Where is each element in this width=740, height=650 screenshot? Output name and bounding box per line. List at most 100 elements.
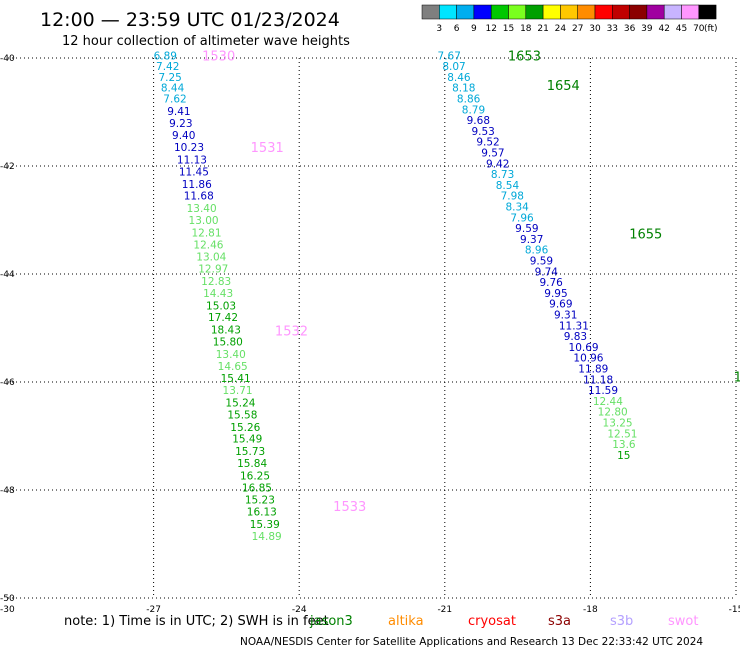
swh-value: 14.65 bbox=[218, 361, 248, 373]
y-tick-label: -50 bbox=[0, 594, 15, 604]
swh-value: 6.89 bbox=[154, 50, 177, 62]
swh-value: 10.96 bbox=[573, 353, 603, 365]
swh-value: 15.24 bbox=[225, 398, 255, 410]
colorbar-swatch bbox=[612, 4, 630, 20]
swh-value: 7.62 bbox=[163, 94, 186, 106]
colorbar-label: 70 bbox=[693, 24, 705, 34]
swh-value: 9.52 bbox=[476, 137, 499, 149]
swh-value: 11.31 bbox=[559, 320, 589, 332]
wave-height-values: 6.897.427.258.447.629.419.239.4010.2311.… bbox=[154, 50, 638, 543]
colorbar-label: 33 bbox=[607, 24, 618, 34]
colorbar-label: 36 bbox=[624, 24, 636, 34]
x-tick-label: -21 bbox=[437, 605, 452, 615]
swh-value: 8.44 bbox=[161, 83, 185, 95]
pass-labels: 1530 1531 1532 1533 1653 1654 1655 1 bbox=[202, 49, 740, 515]
colorbar-label: 45 bbox=[676, 24, 687, 34]
swh-value: 7.42 bbox=[156, 61, 179, 73]
swh-value: 16.13 bbox=[247, 507, 277, 519]
colorbar-swatch bbox=[542, 4, 561, 20]
grid bbox=[8, 57, 737, 599]
colorbar-swatch bbox=[421, 4, 440, 20]
colorbar-label: 15 bbox=[503, 24, 514, 34]
swh-value: 9.59 bbox=[530, 256, 553, 268]
swh-value: 9.23 bbox=[169, 118, 192, 130]
swh-value: 10.23 bbox=[174, 142, 204, 154]
swh-value: 14.89 bbox=[252, 531, 282, 543]
swh-value: 8.46 bbox=[447, 72, 471, 84]
swh-value: 13.71 bbox=[223, 385, 253, 397]
colorbar-swatch bbox=[594, 4, 613, 20]
swh-value: 12.81 bbox=[191, 227, 221, 239]
pass-label: 1 bbox=[734, 371, 740, 386]
swh-value: 9.41 bbox=[167, 106, 190, 118]
swh-value: 15.03 bbox=[206, 300, 236, 312]
swh-value: 15 bbox=[617, 450, 630, 462]
chart-subtitle: 12 hour collection of altimeter wave hei… bbox=[62, 34, 350, 49]
swh-value: 9.31 bbox=[554, 310, 577, 322]
colorbar-unit: (ft) bbox=[704, 24, 718, 34]
swh-value: 11.13 bbox=[177, 155, 207, 167]
pass-label: 1653 bbox=[508, 49, 541, 64]
swh-value: 11.45 bbox=[179, 166, 209, 178]
swh-value: 7.25 bbox=[158, 72, 181, 84]
footer-text: NOAA/NESDIS Center for Satellite Applica… bbox=[240, 636, 703, 648]
colorbar-swatch bbox=[698, 4, 717, 20]
colorbar-swatch bbox=[663, 4, 682, 20]
x-tick-label: -18 bbox=[583, 605, 598, 615]
swh-value: 8.79 bbox=[462, 104, 485, 116]
y-tick-label: -46 bbox=[0, 378, 15, 388]
corner-label: -30 bbox=[0, 605, 15, 615]
swh-value: 9.57 bbox=[481, 148, 504, 160]
legend-s3b: s3b bbox=[610, 614, 633, 629]
colorbar-label: 30 bbox=[589, 24, 601, 34]
swh-value: 7.67 bbox=[438, 50, 461, 62]
colorbar: 3 6 9 12 15 18 21 24 27 30 33 36 39 42 45 70 bbox=[421, 4, 717, 34]
colorbar-label: 18 bbox=[520, 24, 532, 34]
swh-value: 8.73 bbox=[491, 169, 514, 181]
swh-value: 8.18 bbox=[452, 83, 475, 95]
legend-altika: altika bbox=[388, 614, 424, 629]
swh-value: 10.69 bbox=[569, 342, 599, 354]
colorbar-label: 24 bbox=[555, 24, 567, 34]
colorbar-label: 9 bbox=[471, 24, 477, 34]
colorbar-swatch bbox=[508, 4, 527, 20]
swh-value: 8.54 bbox=[496, 180, 520, 192]
swh-value: 9.69 bbox=[549, 299, 572, 311]
swh-value: 8.96 bbox=[525, 245, 549, 257]
swh-value: 13.40 bbox=[216, 349, 246, 361]
swh-value: 13.00 bbox=[189, 215, 219, 227]
x-tick-label: -27 bbox=[146, 605, 161, 615]
swh-value: 11.18 bbox=[583, 374, 613, 386]
swh-value: 15.58 bbox=[227, 409, 257, 421]
pass-label: 1532 bbox=[275, 325, 308, 340]
swh-value: 12.46 bbox=[193, 239, 223, 251]
swh-value: 15.84 bbox=[237, 458, 267, 470]
chart-title: 12:00 — 23:59 UTC 01/23/2024 bbox=[40, 9, 340, 31]
colorbar-swatch bbox=[629, 4, 648, 20]
swh-value: 13.25 bbox=[603, 418, 633, 430]
colorbar-swatch bbox=[473, 4, 492, 20]
swh-value: 11.68 bbox=[184, 191, 214, 203]
y-tick-label: -44 bbox=[0, 270, 15, 280]
satellite-legend: jason3 altika cryosat s3a s3b swot bbox=[309, 614, 698, 629]
swh-value: 13.40 bbox=[187, 203, 217, 215]
swh-value: 9.95 bbox=[544, 288, 567, 300]
swh-value: 9.83 bbox=[564, 331, 587, 343]
swh-value: 9.40 bbox=[172, 130, 195, 142]
swh-value: 9.59 bbox=[515, 223, 538, 235]
swh-value: 7.98 bbox=[501, 191, 524, 203]
colorbar-swatch bbox=[439, 4, 457, 20]
y-tick-label: -42 bbox=[0, 162, 15, 172]
swh-value: 9.42 bbox=[486, 158, 509, 170]
swh-value: 7.96 bbox=[510, 212, 534, 224]
legend-swot: swot bbox=[668, 614, 698, 629]
swh-value: 15.39 bbox=[250, 519, 280, 531]
x-tick-label: -24 bbox=[292, 605, 307, 615]
swh-value: 15.80 bbox=[213, 337, 243, 349]
legend-s3a: s3a bbox=[548, 614, 571, 629]
colorbar-swatch bbox=[490, 4, 509, 20]
swh-value: 12.80 bbox=[598, 407, 628, 419]
colorbar-swatch bbox=[456, 4, 475, 20]
swh-value: 12.44 bbox=[593, 396, 623, 408]
colorbar-swatch bbox=[646, 4, 665, 20]
